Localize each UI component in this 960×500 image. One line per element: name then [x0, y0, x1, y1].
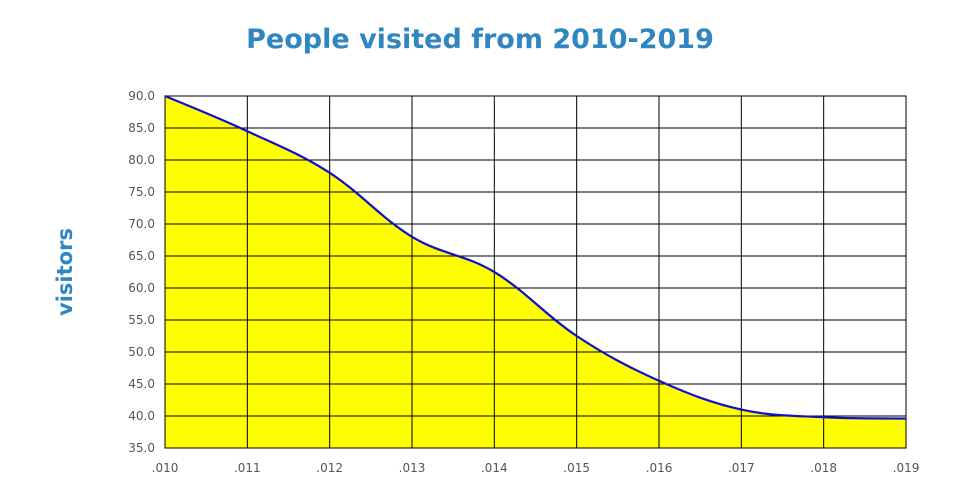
y-tick-label: 55.0	[128, 313, 155, 327]
x-tick-label: .014	[481, 461, 508, 475]
y-tick-label: 85.0	[128, 121, 155, 135]
line-layer	[164, 94, 907, 420]
x-tick-label: .016	[646, 461, 673, 475]
chart-title: People visited from 2010-2019	[246, 24, 714, 55]
y-tick-label: 70.0	[128, 217, 155, 231]
y-axis-ticks: 35.0 40.0 45.0 50.0 55.0 60.0 65.0 70.0 75.0 80.0…	[128, 89, 155, 455]
x-tick-label: .013	[399, 461, 426, 475]
area-layer	[165, 96, 906, 448]
x-axis-ticks: .010 .011 .012 .013 .014 .015 .016 .017 .018 .019	[152, 461, 920, 475]
series-line	[164, 94, 907, 420]
series-area-fill	[165, 96, 906, 448]
y-tick-label: 65.0	[128, 249, 155, 263]
y-tick-label: 40.0	[128, 409, 155, 423]
x-tick-label: .019	[893, 461, 920, 475]
x-tick-label: .012	[316, 461, 343, 475]
x-tick-label: .017	[728, 461, 755, 475]
y-tick-label: 75.0	[128, 185, 155, 199]
x-tick-label: .018	[810, 461, 837, 475]
y-tick-label: 50.0	[128, 345, 155, 359]
y-tick-label: 80.0	[128, 153, 155, 167]
y-tick-label: 90.0	[128, 89, 155, 103]
y-tick-label: 45.0	[128, 377, 155, 391]
x-tick-label: .011	[234, 461, 261, 475]
plot-border	[164, 95, 907, 449]
x-tick-label: .010	[152, 461, 179, 475]
x-tick-label: .015	[563, 461, 590, 475]
y-tick-label: 35.0	[128, 441, 155, 455]
y-tick-label: 60.0	[128, 281, 155, 295]
